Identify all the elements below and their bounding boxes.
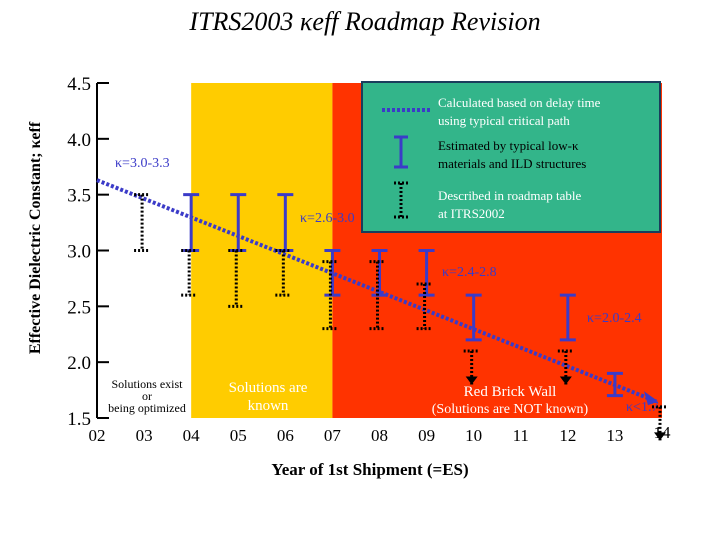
- chart-title: ITRS2003 κeff Roadmap Revision: [188, 7, 540, 36]
- legend-label-estimated-1: Estimated by typical low-κ: [438, 138, 579, 153]
- annotation-k-2.0-2.4: κ=2.0-2.4: [587, 311, 642, 326]
- x-tick-label: 03: [136, 426, 153, 445]
- x-tick-label: 10: [465, 426, 482, 445]
- legend-label-calculated-2: using typical critical path: [438, 113, 570, 128]
- x-tick-label: 04: [183, 426, 201, 445]
- errorbar-itrs2002: [463, 349, 480, 385]
- annotation-k-3.0-3.3: κ=3.0-3.3: [115, 156, 170, 171]
- errorbar-itrs2002: [322, 260, 339, 331]
- legend-label-described-1: Described in roadmap table: [438, 188, 582, 203]
- legend-box: [361, 81, 661, 233]
- errorbar-itrs2002: [181, 249, 198, 297]
- errorbar-itrs2002-arrow: [654, 432, 666, 441]
- annotation-being-optimized: being optimized: [108, 401, 186, 415]
- legend-dotted-errorbar-swatch: [394, 181, 408, 219]
- y-tick-label: 3.0: [67, 242, 91, 263]
- annotation-solutions-exist: Solutions exist: [111, 377, 183, 391]
- y-tick-label: 4.0: [67, 130, 91, 151]
- legend-label-described-2: at ITRS2002: [438, 206, 505, 221]
- errorbar-itrs2002: [134, 193, 151, 252]
- legend-label-calculated-1: Calculated based on delay time: [438, 95, 601, 110]
- errorbar-itrs2002: [275, 249, 292, 297]
- x-tick-label: 13: [606, 426, 623, 445]
- errorbar-itrs2002: [228, 249, 245, 308]
- errorbar-estimated: [606, 371, 623, 398]
- errorbar-itrs2002: [416, 282, 433, 331]
- axes: 4.5 4.0 3.5 3.0 2.5 2.0 1.502 03 04 05 06 07 08 09 10 1…: [67, 74, 671, 445]
- x-tick-label: 12: [559, 426, 576, 445]
- annotations: κ=3.0-3.3 κ=2.6-3.0 κ=2.4-2.8 κ=2.0-2.4 …: [108, 156, 658, 417]
- x-tick-label: 02: [89, 426, 106, 445]
- x-tick-label: 09: [418, 426, 435, 445]
- errorbar-estimated: [371, 249, 388, 297]
- y-tick-label: 2.5: [67, 297, 91, 318]
- errorbar-itrs2002-arrow: [559, 376, 572, 385]
- y-tick-label: 1.5: [67, 409, 91, 430]
- x-tick-label: 08: [371, 426, 388, 445]
- x-axis-label: Year of 1st Shipment (=ES): [271, 460, 468, 479]
- y-tick-label: 4.5: [67, 74, 91, 95]
- region-solutions-known: [191, 83, 333, 418]
- annotation-or: or: [142, 389, 152, 403]
- y-tick-label: 3.5: [67, 186, 91, 207]
- y-tick-label: 2.0: [67, 353, 91, 374]
- legend: Calculated based on delay time using typ…: [361, 81, 661, 233]
- errorbar-itrs2002: [369, 260, 386, 331]
- series-layer: [96, 178, 668, 441]
- series-calculated-arrowhead: [644, 391, 658, 406]
- errorbar-estimated: [324, 249, 341, 297]
- errorbar-estimated: [559, 293, 576, 342]
- x-tick-label: 11: [513, 426, 529, 445]
- errorbar-estimated: [465, 293, 482, 342]
- annotation-red-brick-wall: Red Brick Wall: [464, 384, 557, 400]
- legend-solid-errorbar-swatch: [394, 135, 408, 169]
- annotation-solutions-are: Solutions are: [229, 380, 308, 396]
- annotation-not-known: (Solutions are NOT known): [432, 402, 589, 417]
- annotation-k-2.6-3.0: κ=2.6-3.0: [300, 211, 355, 226]
- y-axis-label: Effective Dielectric Constant; κeff: [27, 121, 44, 354]
- annotation-k-2.4-2.8: κ=2.4-2.8: [442, 265, 497, 280]
- errorbar-estimated: [418, 249, 435, 297]
- annotation-k-lt-1.7: κ<1.7: [626, 400, 658, 415]
- legend-label-estimated-2: materials and ILD structures: [438, 156, 586, 171]
- errorbar-itrs2002: [557, 349, 574, 385]
- x-tick-label: 07: [324, 426, 342, 445]
- errorbar-itrs2002: [652, 405, 668, 441]
- errorbar-itrs2002-arrow: [465, 376, 478, 385]
- annotation-known: known: [248, 398, 289, 414]
- x-tick-label: 05: [230, 426, 247, 445]
- x-tick-label: 06: [277, 426, 294, 445]
